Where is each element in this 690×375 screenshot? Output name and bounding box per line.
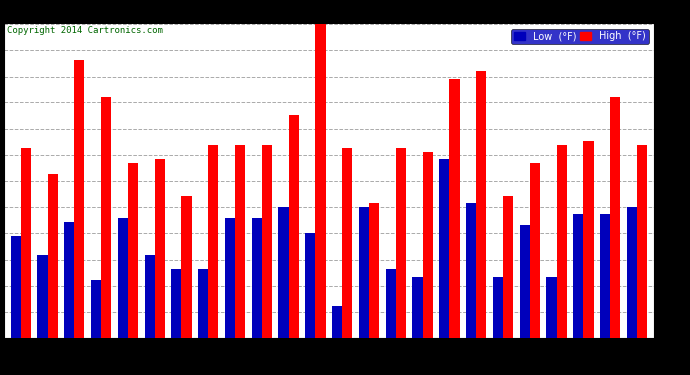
Bar xyxy=(610,97,620,338)
Bar xyxy=(342,148,353,338)
Bar xyxy=(423,152,433,338)
Bar xyxy=(493,277,503,338)
Bar xyxy=(91,280,101,338)
Bar xyxy=(64,222,75,338)
Title: Dew Point Daily High/Low 20140803: Dew Point Daily High/Low 20140803 xyxy=(178,4,480,22)
Bar xyxy=(118,218,128,338)
Bar xyxy=(198,269,208,338)
Bar xyxy=(627,207,637,338)
Bar xyxy=(359,207,369,338)
Bar xyxy=(386,269,396,338)
Bar xyxy=(637,145,647,338)
Bar xyxy=(530,163,540,338)
Bar xyxy=(10,236,21,338)
Bar xyxy=(75,60,84,338)
Bar xyxy=(144,255,155,338)
Bar xyxy=(315,24,326,338)
Legend: Low  (°F), High  (°F): Low (°F), High (°F) xyxy=(511,28,649,44)
Bar xyxy=(235,145,245,338)
Bar xyxy=(155,159,165,338)
Bar xyxy=(369,203,380,338)
Bar xyxy=(37,255,48,338)
Bar xyxy=(573,214,584,338)
Bar xyxy=(557,145,566,338)
Bar xyxy=(279,207,288,338)
Bar xyxy=(546,277,557,338)
Bar xyxy=(208,145,219,338)
Bar xyxy=(449,79,460,338)
Bar xyxy=(181,196,192,338)
Bar xyxy=(520,225,530,338)
Bar xyxy=(584,141,593,338)
Bar xyxy=(503,196,513,338)
Bar xyxy=(225,218,235,338)
Bar xyxy=(171,269,181,338)
Bar xyxy=(262,145,272,338)
Bar xyxy=(466,203,476,338)
Bar xyxy=(476,71,486,338)
Text: Copyright 2014 Cartronics.com: Copyright 2014 Cartronics.com xyxy=(7,26,163,35)
Bar xyxy=(305,232,315,338)
Bar xyxy=(128,163,138,338)
Bar xyxy=(101,97,111,338)
Bar xyxy=(332,306,342,338)
Bar xyxy=(252,218,262,338)
Bar xyxy=(48,174,58,338)
Bar xyxy=(440,159,449,338)
Bar xyxy=(396,148,406,338)
Bar xyxy=(413,277,423,338)
Bar xyxy=(21,148,31,338)
Bar xyxy=(288,116,299,338)
Bar xyxy=(600,214,610,338)
